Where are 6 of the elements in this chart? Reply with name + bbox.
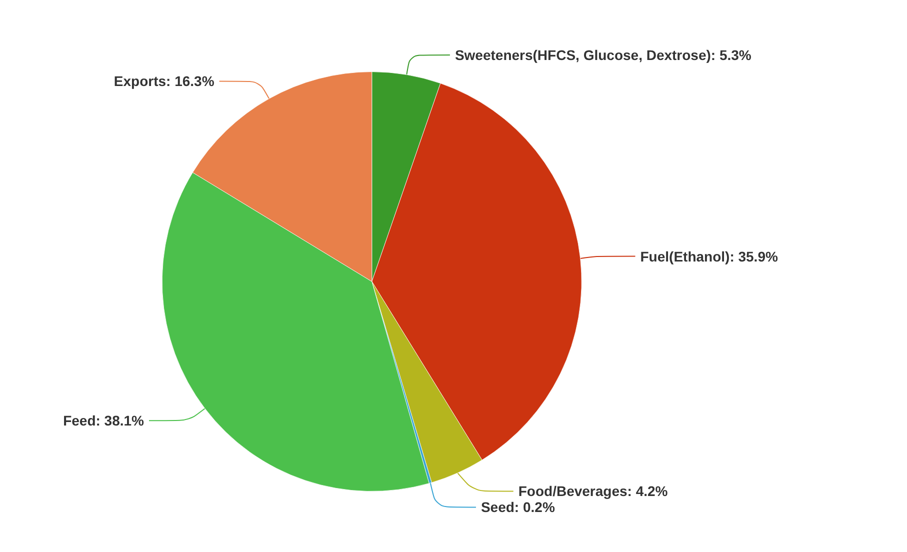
slice-label: Feed: 38.1%	[63, 412, 145, 429]
slice-label: Seed: 0.2%	[480, 499, 556, 516]
slice-label: Food/Beverages: 4.2%	[518, 483, 668, 500]
slice-label: Sweeteners(HFCS, Glucose, Dextrose): 5.3%	[454, 46, 752, 63]
slice-label: Exports: 16.3%	[114, 73, 215, 90]
slice-label: Fuel(Ethanol): 35.9%	[640, 248, 778, 264]
